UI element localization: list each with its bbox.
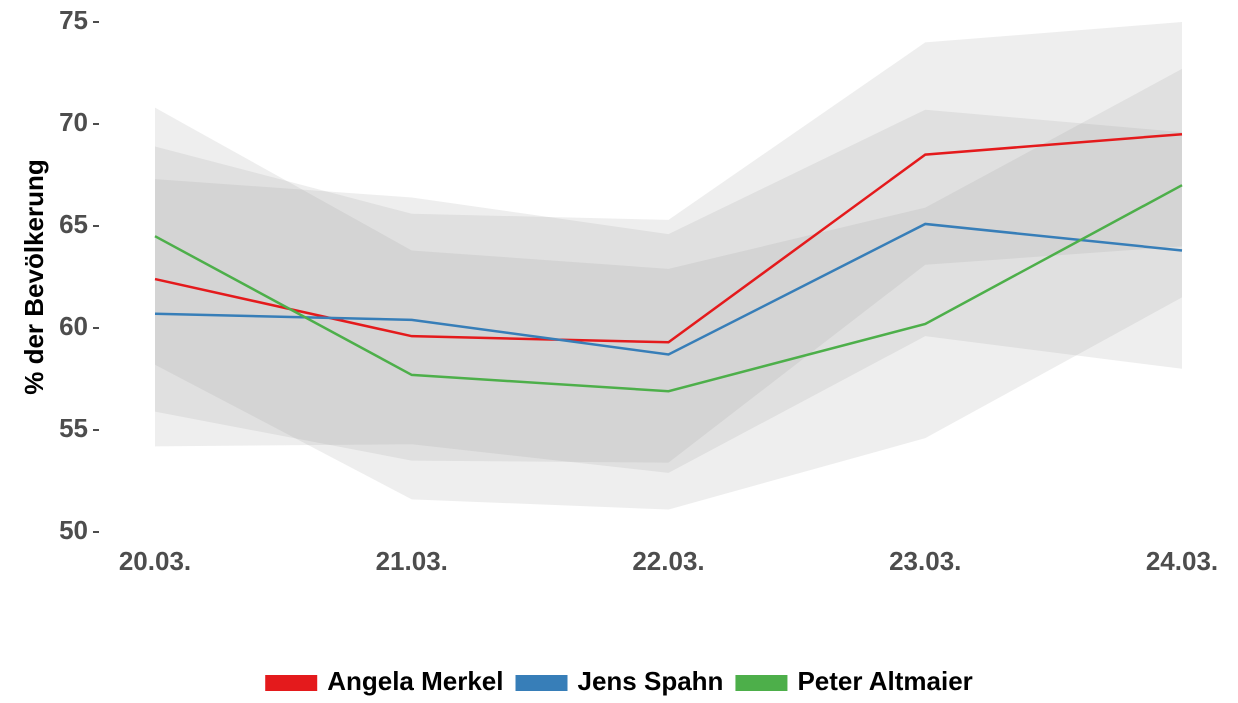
legend-key <box>735 675 788 691</box>
y-tick-label: 70 <box>59 107 88 137</box>
y-axis-title: % der Bevölkerung <box>19 159 49 395</box>
x-tick-label: 21.03. <box>376 546 448 576</box>
legend-label: Peter Altmaier <box>797 666 972 696</box>
y-tick-label: 55 <box>59 413 88 443</box>
confidence-band <box>155 22 1182 463</box>
confidence-band <box>155 109 1182 473</box>
confidence-band <box>155 68 1182 510</box>
legend-key <box>265 675 318 691</box>
series-line <box>154 184 1183 393</box>
x-tick-label: 20.03. <box>119 546 191 576</box>
y-tick-label: 60 <box>59 311 88 341</box>
legend-label: Jens Spahn <box>578 666 724 696</box>
legend-label: Angela Merkel <box>327 666 503 696</box>
y-tick-label: 65 <box>59 209 88 239</box>
y-tick-label: 50 <box>59 515 88 545</box>
y-tick-label: 75 <box>59 5 88 35</box>
series-line <box>154 222 1183 356</box>
x-tick-label: 22.03. <box>632 546 704 576</box>
x-tick-label: 23.03. <box>889 546 961 576</box>
legend-key <box>515 675 568 691</box>
x-tick-label: 24.03. <box>1146 546 1218 576</box>
